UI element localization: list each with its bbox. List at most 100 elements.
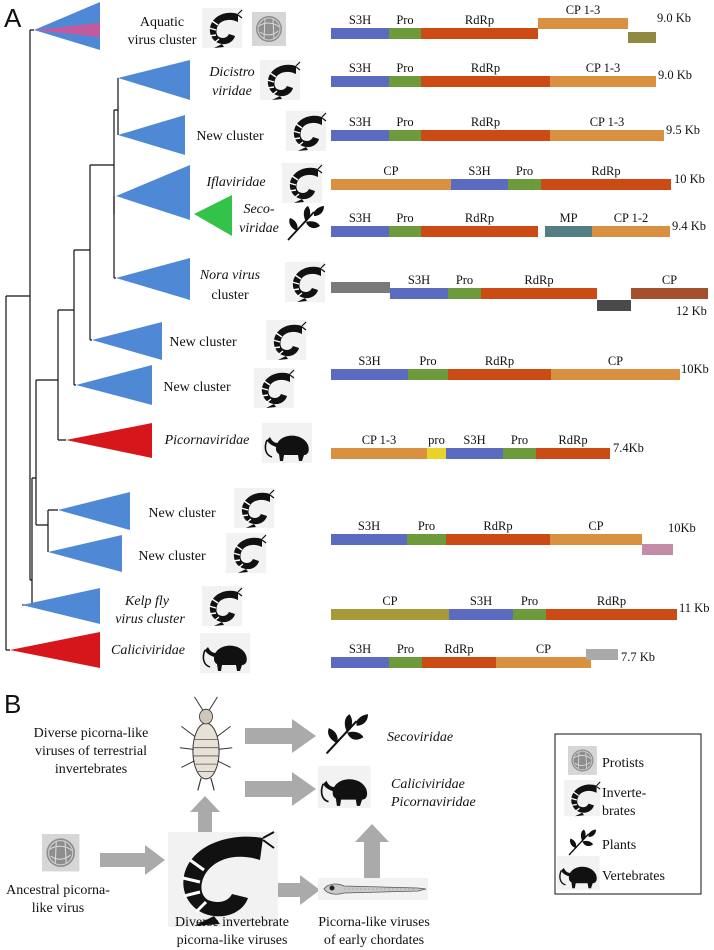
genome-segment bbox=[389, 28, 421, 39]
clade-label-new-4: New cluster bbox=[148, 506, 216, 521]
clade-aquatic bbox=[34, 2, 100, 50]
genome-segment-label: S3H bbox=[349, 211, 371, 225]
genome-segment bbox=[446, 534, 550, 545]
genome-segment bbox=[421, 28, 538, 39]
genome-segment bbox=[389, 76, 421, 87]
genome-segment-label: S3H bbox=[349, 642, 371, 656]
genome-segment bbox=[508, 179, 541, 190]
clade-label-seco-2: viridae bbox=[239, 221, 279, 236]
protist-icon bbox=[567, 745, 598, 776]
clade-label-new-1: New cluster bbox=[196, 129, 264, 144]
genome-segment-label: Pro bbox=[511, 433, 528, 447]
genome-segment-label: pro bbox=[428, 433, 445, 447]
genome-segment bbox=[421, 130, 550, 141]
genome-size-label: 9.4 Kb bbox=[672, 219, 706, 233]
shrimp-icon bbox=[284, 261, 326, 303]
genome-segment-label: Pro bbox=[456, 273, 473, 287]
genome-segment-label: S3H bbox=[470, 594, 492, 608]
clade-new-5 bbox=[48, 535, 122, 572]
genome-segment bbox=[546, 609, 677, 620]
chordates-line-2: of early chordates bbox=[324, 933, 424, 948]
genome-segment-label: RdRp bbox=[597, 594, 626, 608]
genome-size-label: 12 Kb bbox=[676, 304, 707, 318]
genome-map: S3H Pro RdRp CP 10Kb bbox=[331, 519, 696, 555]
shrimp-icon bbox=[281, 162, 323, 204]
genome-segment-label: Pro bbox=[396, 13, 413, 27]
genome-segment-label: CP 1-3 bbox=[566, 3, 601, 17]
chordates-line-1: Picorna-like viruses bbox=[318, 915, 430, 930]
terrestrial-line-1: Diverse picorna-like bbox=[34, 726, 149, 741]
genome-segment-label: Pro bbox=[516, 164, 533, 178]
genome-map: S3H Pro RdRp CP 10Kb bbox=[331, 354, 709, 380]
genome-segment-label: S3H bbox=[358, 354, 380, 368]
genome-size-label: 10Kb bbox=[668, 521, 696, 535]
genome-segment-label: RdRp bbox=[485, 354, 514, 368]
shrimp-icon bbox=[563, 779, 601, 817]
clade-kelp-fly bbox=[22, 588, 100, 624]
genome-segment-label: CP bbox=[536, 642, 551, 656]
genome-map: S3H Pro RdRp CP 1-3 9.5 Kb bbox=[331, 115, 700, 141]
genome-segment bbox=[628, 32, 656, 43]
clade-label-new-2: New cluster bbox=[169, 335, 237, 350]
genome-segment-label: S3H bbox=[349, 13, 371, 27]
genome-segment bbox=[550, 130, 664, 141]
leaf-icon bbox=[325, 713, 370, 755]
genome-segment bbox=[331, 28, 389, 39]
shrimp-icon bbox=[285, 110, 327, 152]
terrestrial-line-2: viruses of terrestrial bbox=[35, 744, 147, 759]
genome-segment bbox=[390, 288, 448, 299]
clade-new-3 bbox=[76, 365, 152, 405]
clade-label-dicistro-1: Dicistro bbox=[208, 65, 254, 80]
arrow-chordates-to-vertebrates bbox=[355, 824, 389, 880]
genome-segment-label: CP 1-2 bbox=[614, 211, 649, 225]
genome-map: S3H Pro RdRp MP CP 1-2 9.4 Kb bbox=[331, 211, 706, 237]
genome-segment bbox=[503, 448, 536, 459]
genome-segment bbox=[448, 369, 551, 380]
genome-segment-label: RdRp bbox=[471, 115, 500, 129]
genome-size-label: 9.0 Kb bbox=[657, 11, 691, 25]
genome-size-label: 10 Kb bbox=[674, 172, 705, 186]
genome-segment bbox=[513, 609, 546, 620]
diverse-invert-line-1: Diverse invertebrate bbox=[175, 915, 289, 930]
clade-aquatic-protist-band bbox=[34, 23, 100, 37]
genome-map: CP S3H Pro RdRp 10 Kb bbox=[331, 164, 705, 190]
legend-plants: Plants bbox=[602, 838, 636, 853]
genome-segment bbox=[449, 609, 513, 620]
genome-segment bbox=[389, 657, 422, 668]
arrow-ancestral-to-invert bbox=[100, 845, 165, 875]
genome-segment-label: CP 1-3 bbox=[586, 61, 621, 75]
legend-invert-2: brates bbox=[602, 804, 635, 819]
genome-segment bbox=[597, 300, 631, 311]
genome-segment bbox=[642, 544, 673, 555]
genome-maps: S3H Pro RdRp CP 1-3 9.0 Kb S3H Pro RdRp CP 1-3 9.… bbox=[331, 3, 709, 668]
genome-segment bbox=[331, 657, 389, 668]
protist-icon bbox=[251, 11, 287, 47]
genome-segment bbox=[631, 288, 708, 299]
panel-a-label: A bbox=[4, 3, 22, 33]
leaf-icon bbox=[287, 205, 325, 241]
genome-segment-label: Pro bbox=[521, 594, 538, 608]
genome-segment bbox=[331, 226, 389, 237]
genome-map: S3H Pro RdRp CP 1-3 9.0 Kb bbox=[331, 61, 692, 87]
clade-new-1 bbox=[118, 115, 185, 155]
evolution-scheme: Diverse picorna-like viruses of terrestr… bbox=[6, 696, 476, 948]
genome-segment bbox=[592, 226, 670, 237]
ancestral-line-2: like virus bbox=[32, 901, 85, 916]
genome-segment-label: Pro bbox=[396, 115, 413, 129]
genome-size-label: 7.4Kb bbox=[613, 441, 644, 455]
genome-segment bbox=[550, 76, 656, 87]
legend-protists: Protists bbox=[602, 756, 644, 771]
genome-segment bbox=[331, 179, 451, 190]
terrestrial-line-3: invertebrates bbox=[55, 762, 127, 777]
genome-segment-label: CP bbox=[662, 273, 677, 287]
genome-segment-label: RdRp bbox=[558, 433, 587, 447]
clade-dicistroviridae bbox=[118, 60, 190, 100]
clade-label-dicistro-2: viridae bbox=[212, 84, 252, 99]
genome-segment bbox=[331, 130, 389, 141]
genome-segment bbox=[408, 369, 448, 380]
shrimp-icon bbox=[201, 585, 243, 627]
panel-b-label: B bbox=[4, 689, 21, 719]
earwig-icon bbox=[179, 696, 233, 791]
genome-map: S3H Pro RdRp CP 7.7 Kb bbox=[331, 642, 655, 668]
vertebrate-icon bbox=[261, 422, 313, 464]
